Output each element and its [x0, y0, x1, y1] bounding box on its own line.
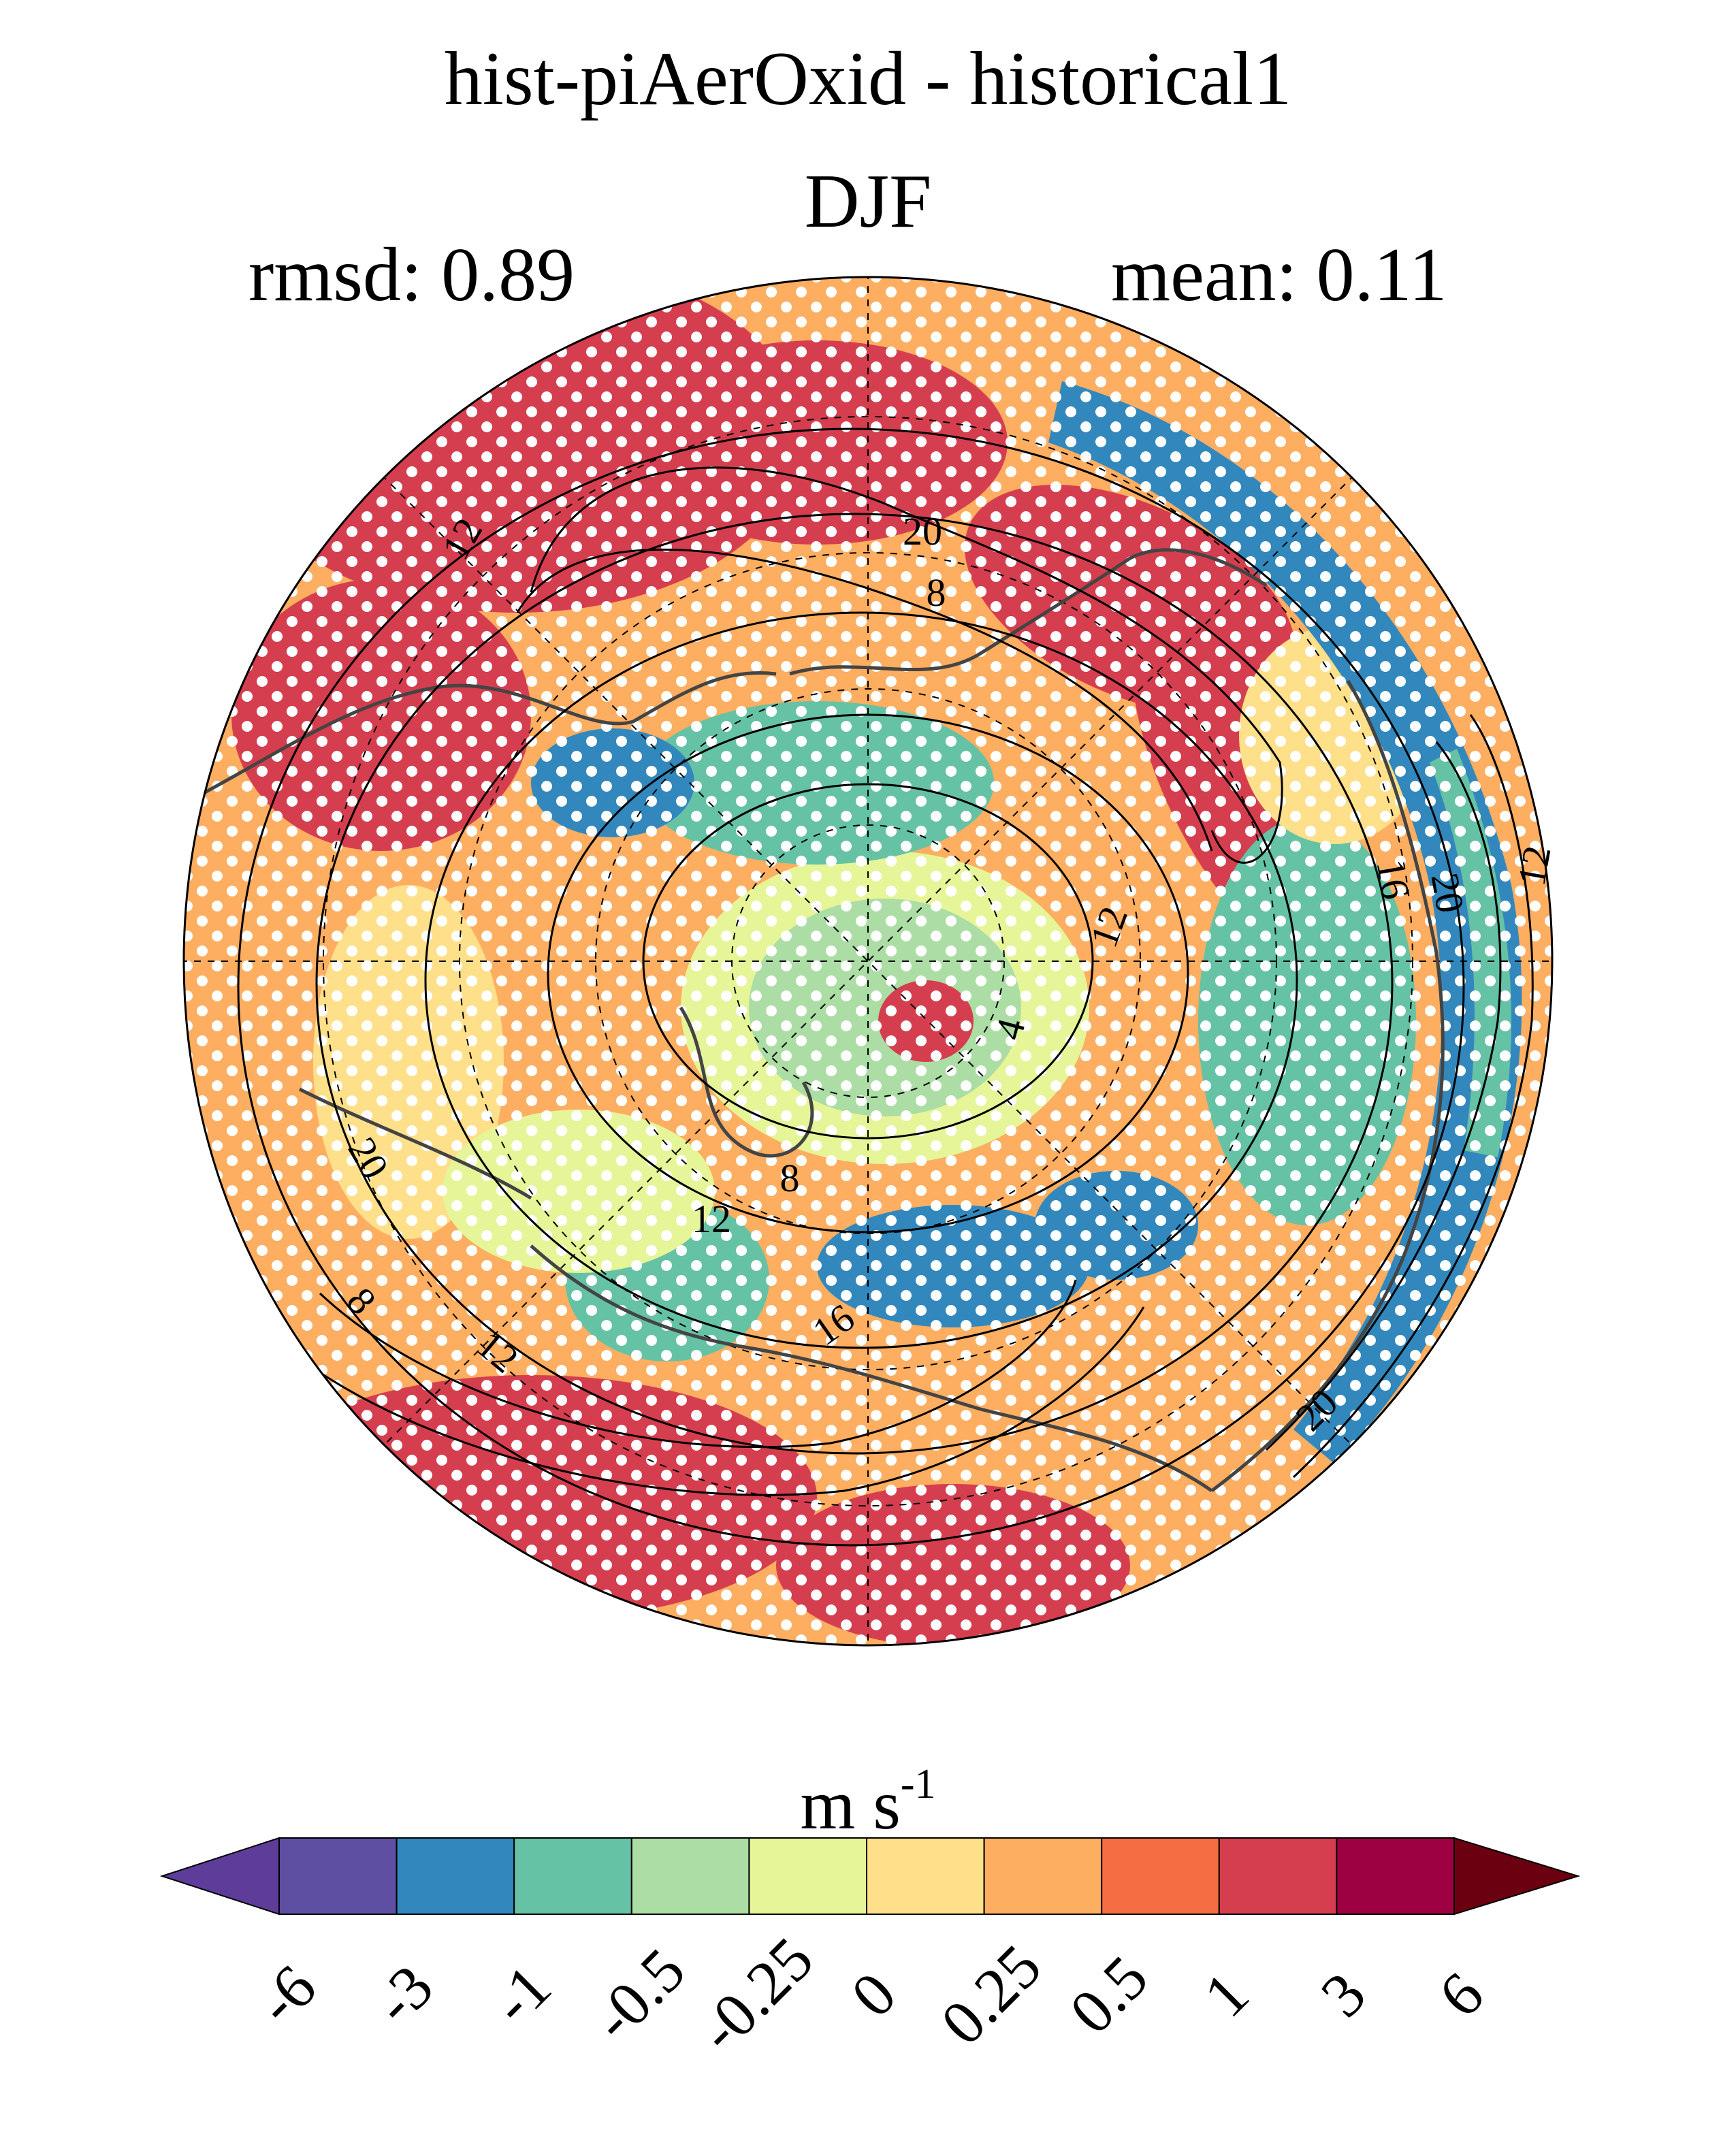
colorbar-bin	[1218, 1837, 1338, 1915]
season-label: DJF	[804, 159, 932, 244]
colorbar-extend-max	[1453, 1837, 1581, 1916]
contour-label: 16	[1368, 856, 1418, 903]
colorbar-bin	[278, 1837, 398, 1915]
unit-base: m s	[800, 1766, 901, 1844]
colorbar-bin	[396, 1837, 515, 1915]
mean-stat: mean: 0.11	[1111, 233, 1447, 317]
contour-label: 8	[780, 1156, 800, 1200]
rmsd-stat: rmsd: 0.89	[248, 233, 575, 317]
colorbar-bin	[748, 1837, 868, 1915]
map-title: hist-piAerOxid - historical1	[444, 37, 1292, 121]
colorbar-extend-min	[159, 1837, 280, 1916]
contour-label: 12	[1509, 843, 1559, 889]
unit-exponent: -1	[900, 1761, 936, 1807]
colorbar-bin	[513, 1837, 632, 1915]
map-boundary	[182, 276, 1554, 1647]
contour-label: 20	[1422, 870, 1473, 916]
colorbar-bin	[1101, 1837, 1220, 1915]
contour-label: 12	[692, 1197, 731, 1241]
colorbar-unit: m s-1	[0, 1763, 1736, 1841]
map-field	[184, 277, 1552, 1645]
colorbar-bin	[983, 1837, 1103, 1915]
colorbar-bin	[866, 1837, 985, 1915]
colorbar-bin	[1336, 1837, 1456, 1915]
colorbar-bin	[630, 1837, 750, 1915]
contour-label: 20	[903, 509, 942, 553]
contour-label: 8	[927, 570, 946, 615]
